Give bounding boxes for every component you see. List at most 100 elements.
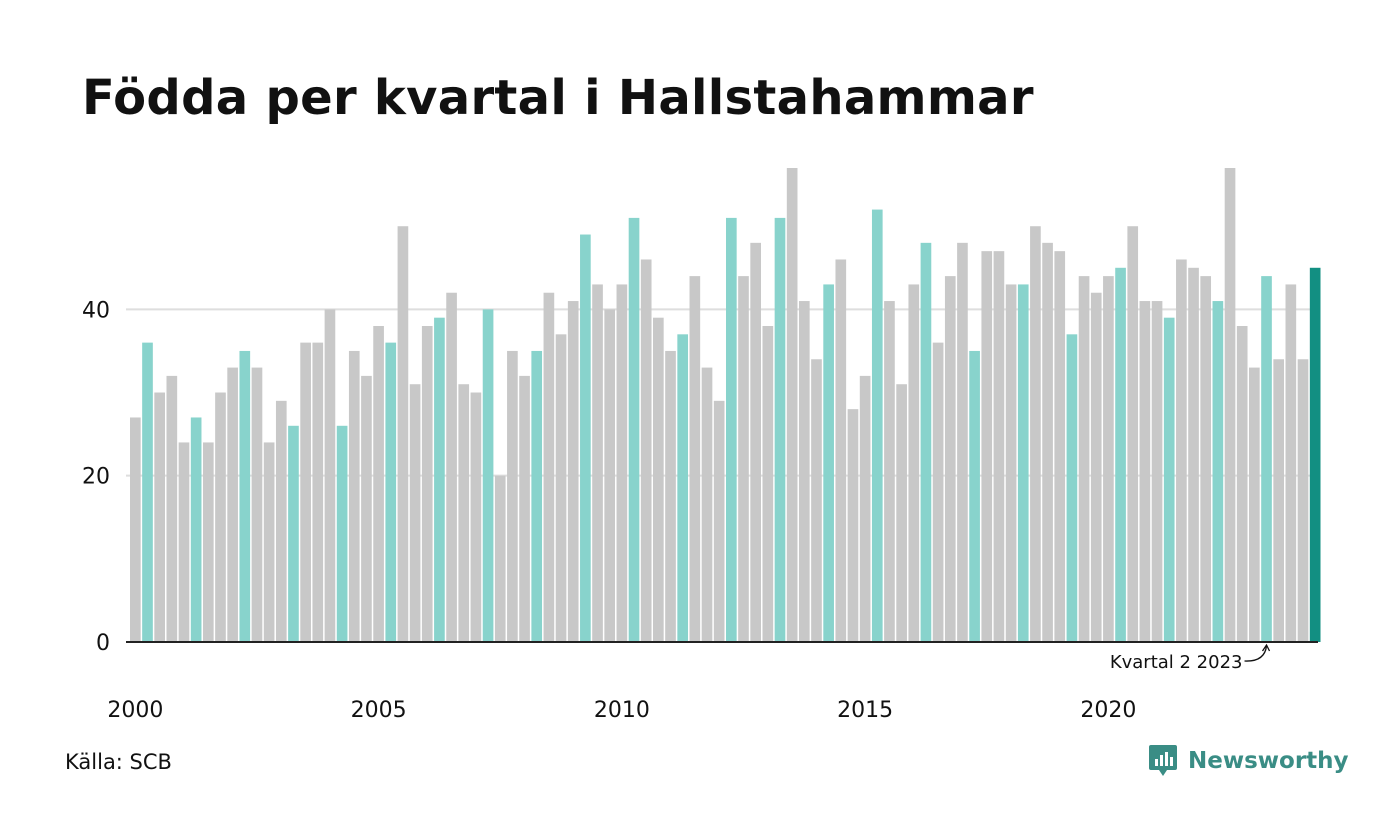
bar: 2006 K2: 39 <box>434 317 445 642</box>
bar: 2001 K2: 27 <box>190 417 202 642</box>
bar: 2010 K1: 43 <box>616 284 628 642</box>
bar: 2017 K3: 47 <box>981 251 993 642</box>
bar: 2016 K3: 36 <box>932 342 944 642</box>
bar: 2005 K4: 31 <box>409 384 421 642</box>
bar: 2012 K4: 48 <box>750 242 761 642</box>
bar: 2022 K3: 57 <box>1224 168 1236 642</box>
bar: 2003 K1: 29 <box>275 400 287 642</box>
bar: 2007 K3: 20 <box>494 475 506 642</box>
bar: 2004 K4: 32 <box>361 375 372 642</box>
bar: 2018 K2: 43 <box>1017 284 1029 642</box>
bar: 2019 K2: 37 <box>1066 334 1078 642</box>
bar: 2020 K2: 45 <box>1115 267 1126 642</box>
bar: 2009 K3: 43 <box>592 284 603 642</box>
bar: 2012 K1: 29 <box>713 400 725 642</box>
bar: 2022 K2: 41 <box>1212 301 1224 642</box>
bar: 2015 K2: 52 <box>871 209 883 642</box>
bar: 2021 K4: 45 <box>1188 267 1199 642</box>
bar: 2009 K1: 41 <box>567 301 579 642</box>
x-tick-labels: 2000 2005 2010 2015 2020 <box>107 698 1136 723</box>
bar: 2006 K4: 31 <box>458 384 470 642</box>
bar: 2007 K1: 30 <box>470 392 482 642</box>
x-tick-label: 2020 <box>1080 698 1136 723</box>
bar: 2005 K3: 50 <box>397 226 409 643</box>
bar: 2008 K1: 32 <box>519 375 530 642</box>
bar: 2006 K1: 38 <box>421 326 433 642</box>
bar: 2018 K4: 48 <box>1042 242 1053 642</box>
bar: 2017 K1: 48 <box>957 242 968 642</box>
bar: 2021 K2: 39 <box>1163 317 1175 642</box>
bar: 2002 K3: 33 <box>251 367 263 642</box>
bar: 2010 K2: 51 <box>628 217 640 643</box>
bar: 2015 K1: 32 <box>859 375 871 642</box>
bar: 2007 K2: 40 <box>482 309 494 642</box>
bar: 2019 K1: 47 <box>1054 251 1066 642</box>
y-tick-label: 40 <box>82 298 110 323</box>
bar: 2006 K3: 42 <box>446 292 457 642</box>
bar: 2013 K1: 38 <box>762 326 774 642</box>
bar: 2017 K2: 35 <box>969 350 980 642</box>
annotation-arrowhead <box>1261 643 1271 652</box>
bar: 2009 K2: 49 <box>580 234 591 643</box>
bar: 2015 K3: 41 <box>884 301 895 642</box>
bar: 2003 K2: 26 <box>288 425 299 642</box>
x-tick-label: 2015 <box>837 698 893 723</box>
bar: 2004 K3: 35 <box>348 350 360 642</box>
bar: 2004 K2: 26 <box>336 425 348 642</box>
bar: 2013 K3: 57 <box>786 168 798 642</box>
bar: 2019 K3: 44 <box>1078 276 1090 642</box>
bar: 2002 K2: 35 <box>239 350 251 642</box>
bar: 2009 K4: 40 <box>604 309 616 642</box>
bar: 2018 K3: 50 <box>1030 226 1041 643</box>
bar: 2011 K1: 35 <box>665 350 676 642</box>
brand-name: Newsworthy <box>1188 748 1349 774</box>
bar: 2002 K4: 24 <box>263 442 275 642</box>
bar: 2018 K1: 43 <box>1005 284 1017 642</box>
bar-chart-icon <box>1149 745 1177 776</box>
bar: 2011 K4: 33 <box>701 367 713 642</box>
bar: 2024 K2: 45 <box>1309 267 1321 642</box>
x-tick-label: 2000 <box>107 698 163 723</box>
bar: 2014 K2: 43 <box>823 284 834 642</box>
bar: 2000 K4: 32 <box>166 375 178 642</box>
bar: 2005 K1: 38 <box>373 326 384 642</box>
bar: 2016 K1: 43 <box>908 284 920 642</box>
bar: 2013 K4: 41 <box>798 301 810 642</box>
bar: 2024 K1: 34 <box>1297 359 1309 642</box>
bar: 2014 K4: 28 <box>847 409 859 642</box>
annotation: Kvartal 2 2023 <box>1110 643 1271 673</box>
chart-title: Födda per kvartal i Hallstahammar <box>82 70 1034 126</box>
x-tick-label: 2005 <box>351 698 407 723</box>
source-note: Källa: SCB <box>65 750 172 774</box>
x-tick-label: 2010 <box>594 698 650 723</box>
bar: 2021 K1: 41 <box>1151 301 1163 642</box>
bar: 2012 K2: 51 <box>726 217 737 643</box>
bar: 2016 K2: 48 <box>920 242 932 642</box>
bar: 2011 K2: 37 <box>677 334 689 642</box>
bar: 2023 K4: 43 <box>1285 284 1297 642</box>
bar: 2013 K2: 51 <box>774 217 786 643</box>
bar: 2017 K4: 47 <box>993 251 1005 642</box>
bar: 2014 K3: 46 <box>835 259 847 642</box>
bar: 2010 K4: 39 <box>653 317 664 642</box>
bar: 2001 K4: 30 <box>215 392 226 642</box>
bar: 2005 K2: 36 <box>385 342 397 642</box>
bar: 2022 K4: 38 <box>1236 326 1248 642</box>
bars: 2000 K1: 272000 K2: 362000 K3: 302000 K4… <box>130 168 1321 643</box>
bar: 2023 K2: 44 <box>1261 276 1272 642</box>
bar: 2011 K3: 44 <box>689 276 701 642</box>
bar: 2000 K1: 27 <box>130 417 141 642</box>
y-tick-labels: 0 20 40 <box>82 298 110 656</box>
bar: 2015 K4: 31 <box>896 384 907 642</box>
bar: 2014 K1: 34 <box>811 359 822 642</box>
bar: 2010 K3: 46 <box>640 259 652 642</box>
bar: 2020 K1: 44 <box>1103 276 1114 642</box>
bar: 2000 K3: 30 <box>154 392 165 642</box>
bar: 2002 K1: 33 <box>227 367 238 642</box>
bar: 2001 K1: 24 <box>178 442 190 642</box>
bar: 2021 K3: 46 <box>1176 259 1187 642</box>
bar: 2019 K4: 42 <box>1090 292 1102 642</box>
bar: 2008 K2: 35 <box>531 350 543 642</box>
bar-chart: 2000 K1: 272000 K2: 362000 K3: 302000 K4… <box>82 168 1321 723</box>
annotation-arrow <box>1244 645 1268 662</box>
